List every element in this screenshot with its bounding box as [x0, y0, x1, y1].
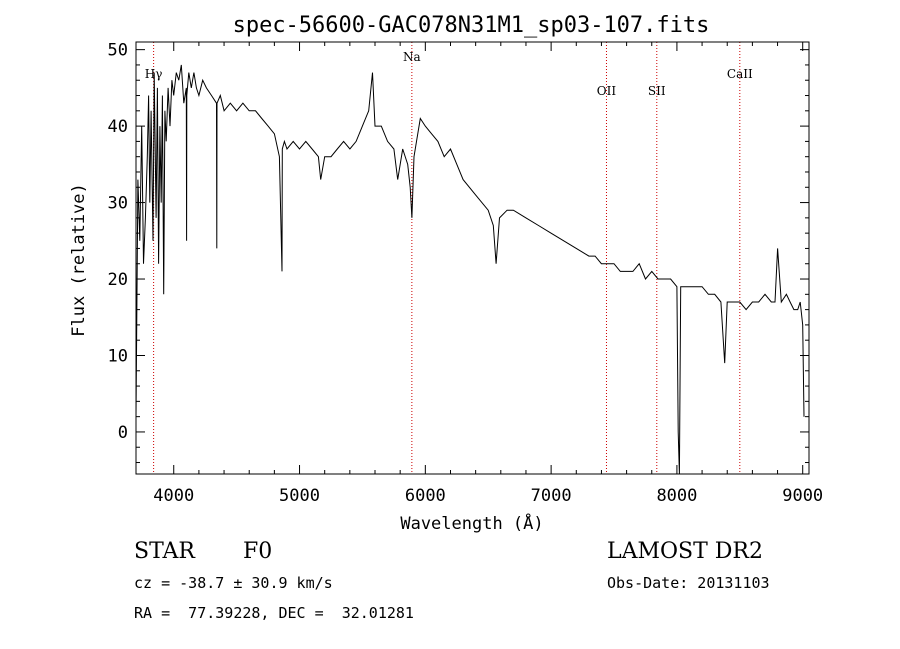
y-axis-label: Flux (relative)	[69, 183, 89, 337]
y-tick-label-4: 40	[108, 117, 128, 137]
x-axis-label: Wavelength (Å)	[400, 512, 543, 534]
spectrum-line	[135, 64, 805, 475]
obs-date: Obs-Date: 20131103	[607, 574, 770, 592]
x-tick-label-4: 8000	[656, 486, 697, 506]
plot-frame	[135, 41, 810, 475]
y-tick-label-2: 20	[108, 270, 128, 290]
x-tick-label-0: 4000	[153, 486, 194, 506]
cz-value: cz = -38.7 ± 30.9 km/s	[134, 574, 333, 592]
chart-title: spec-56600-GAC078N31M1_sp03-107.fits	[233, 13, 710, 38]
axis-ticks: 4000 5000 6000 7000 8000 9000 0 10 20 30 40 50	[108, 41, 824, 506]
x-tick-label-1: 5000	[279, 486, 320, 506]
line-marker-label-4: CaII	[727, 67, 753, 81]
line-marker-label-0: Hγ	[145, 67, 163, 81]
y-tick-label-1: 10	[108, 346, 128, 366]
line-markers: Hγ Na OII SII CaII	[145, 42, 753, 474]
y-tick-label-0: 0	[118, 423, 128, 443]
object-type: STAR	[134, 539, 195, 564]
line-marker-label-2: OII	[597, 84, 617, 98]
coordinates: RA = 77.39228, DEC = 32.01281	[134, 604, 414, 622]
x-tick-label-3: 7000	[531, 486, 572, 506]
x-tick-label-5: 9000	[782, 486, 823, 506]
y-tick-label-5: 50	[108, 41, 128, 61]
survey-name: LAMOST DR2	[607, 539, 763, 564]
subclass: F0	[243, 539, 273, 564]
y-tick-label-3: 30	[108, 194, 128, 214]
line-marker-label-3: SII	[648, 84, 666, 98]
x-tick-label-2: 6000	[405, 486, 446, 506]
line-marker-label-1: Na	[403, 50, 421, 64]
